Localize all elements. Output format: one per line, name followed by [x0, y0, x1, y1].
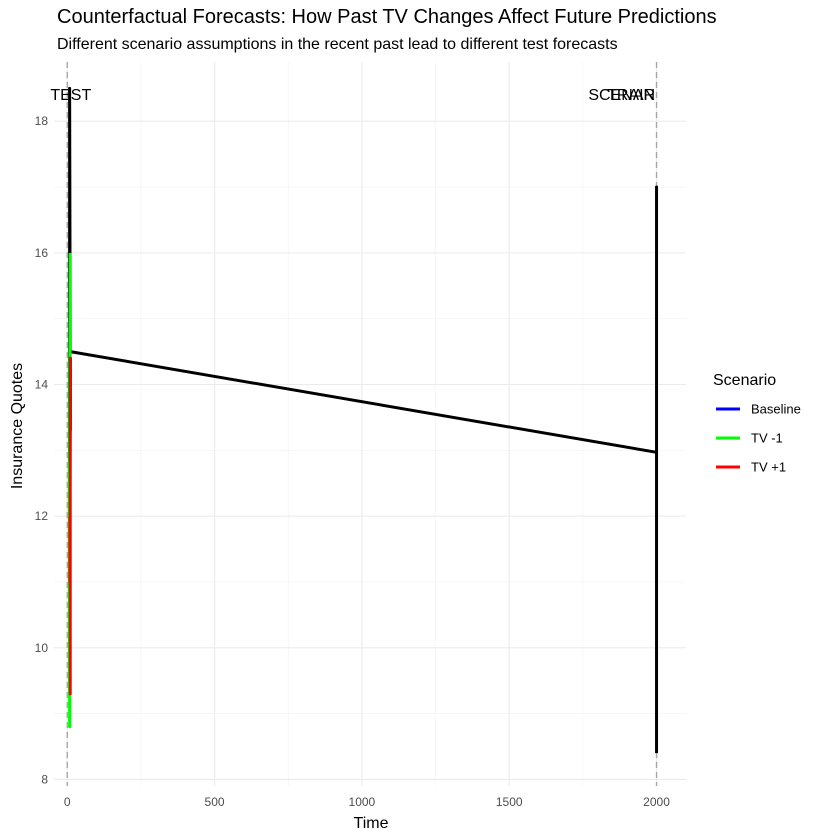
grid-lines — [54, 62, 686, 786]
legend-title: Scenario — [713, 372, 776, 389]
x-tick-label: 1500 — [496, 795, 523, 809]
observed-line — [69, 350, 657, 454]
y-tick-label: 16 — [35, 246, 49, 260]
x-tick-label: 0 — [64, 795, 71, 809]
phase-annotation: TRAIN — [607, 87, 655, 104]
y-axis-ticks: 8 10 12 14 16 18 — [35, 114, 49, 786]
y-tick-label: 14 — [35, 378, 49, 392]
scenario-line — [68, 356, 72, 696]
y-axis-title: Insurance Quotes — [9, 363, 26, 489]
chart-subtitle: Different scenario assumptions in the re… — [57, 36, 618, 53]
x-tick-label: 2000 — [643, 795, 670, 809]
legend: Scenario Baseline TV -1 TV +1 — [713, 372, 801, 475]
legend-label: TV -1 — [751, 431, 783, 446]
x-tick-label: 1000 — [349, 795, 376, 809]
x-axis-title: Time — [354, 815, 389, 832]
y-tick-label: 8 — [41, 772, 48, 786]
y-tick-label: 12 — [35, 509, 49, 523]
legend-label: TV +1 — [751, 460, 786, 475]
x-axis-ticks: 0 500 1000 1500 2000 — [64, 795, 670, 809]
x-tick-label: 500 — [205, 795, 225, 809]
y-tick-label: 18 — [35, 114, 49, 128]
data-lines — [67, 86, 659, 754]
phase-annotation: TEST — [50, 87, 91, 104]
chart-title: Counterfactual Forecasts: How Past TV Ch… — [57, 6, 717, 28]
y-tick-label: 10 — [35, 641, 49, 655]
phase-annotation: SCENAR — [588, 87, 655, 104]
legend-label: Baseline — [751, 402, 801, 417]
